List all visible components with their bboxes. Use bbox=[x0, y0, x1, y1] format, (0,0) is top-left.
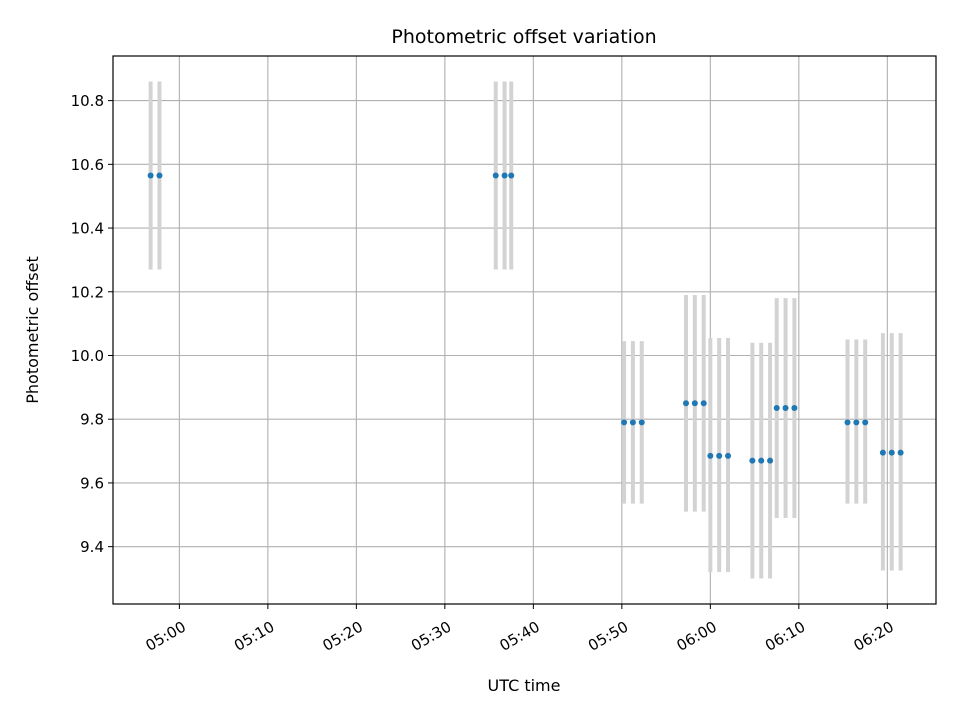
data-point bbox=[853, 419, 860, 426]
data-point bbox=[773, 405, 780, 412]
y-tick-label: 10.4 bbox=[71, 220, 104, 238]
x-tick-label: 06:20 bbox=[850, 618, 896, 655]
y-tick-label: 9.4 bbox=[80, 538, 104, 556]
data-point bbox=[844, 419, 851, 426]
x-tick-label: 05:40 bbox=[497, 618, 543, 655]
data-point bbox=[683, 400, 690, 407]
error-bars bbox=[148, 81, 903, 579]
data-point bbox=[897, 449, 904, 456]
plot-frame bbox=[112, 55, 937, 605]
data-point bbox=[725, 452, 732, 459]
data-point bbox=[707, 452, 714, 459]
data-point bbox=[700, 400, 707, 407]
data-point bbox=[638, 419, 645, 426]
data-point bbox=[501, 172, 508, 179]
data-point bbox=[758, 457, 765, 464]
data-point bbox=[492, 172, 499, 179]
x-tick-label: 05:20 bbox=[320, 618, 366, 655]
grid-lines bbox=[113, 56, 936, 604]
data-point bbox=[791, 405, 798, 412]
data-point bbox=[862, 419, 869, 426]
data-point bbox=[879, 449, 886, 456]
y-axis-label: Photometric offset bbox=[23, 256, 42, 404]
y-tick-label: 9.8 bbox=[80, 411, 104, 429]
y-tick-label: 10.0 bbox=[71, 347, 104, 365]
x-tick-label: 06:00 bbox=[673, 618, 719, 655]
y-tick-label: 10.2 bbox=[71, 283, 104, 301]
x-tick-label: 05:50 bbox=[585, 618, 631, 655]
data-point bbox=[691, 400, 698, 407]
y-tick-label: 9.6 bbox=[80, 474, 104, 492]
x-tick-label: 05:30 bbox=[408, 618, 454, 655]
data-point bbox=[629, 419, 636, 426]
y-tick-label: 10.8 bbox=[71, 92, 104, 110]
x-tick-label: 06:10 bbox=[762, 618, 808, 655]
data-points bbox=[147, 172, 904, 464]
x-axis-ticks: 05:00 05:10 05:20 05:30 05:40 05:50 06:00 06:10… bbox=[143, 604, 897, 655]
data-point bbox=[782, 405, 789, 412]
data-point bbox=[716, 452, 723, 459]
x-axis-label: UTC time bbox=[488, 676, 561, 695]
data-point bbox=[767, 457, 774, 464]
data-point bbox=[156, 172, 163, 179]
chart-title: Photometric offset variation bbox=[391, 26, 656, 48]
data-point bbox=[749, 457, 756, 464]
x-tick-label: 05:00 bbox=[143, 618, 189, 655]
data-point bbox=[508, 172, 515, 179]
y-tick-label: 10.6 bbox=[71, 156, 104, 174]
data-point bbox=[621, 419, 628, 426]
x-tick-label: 05:10 bbox=[231, 618, 277, 655]
data-point bbox=[888, 449, 895, 456]
data-point bbox=[147, 172, 154, 179]
y-axis-ticks: 9.4 9.6 9.8 10.0 10.2 10.4 10.6 10.8 bbox=[71, 92, 113, 556]
